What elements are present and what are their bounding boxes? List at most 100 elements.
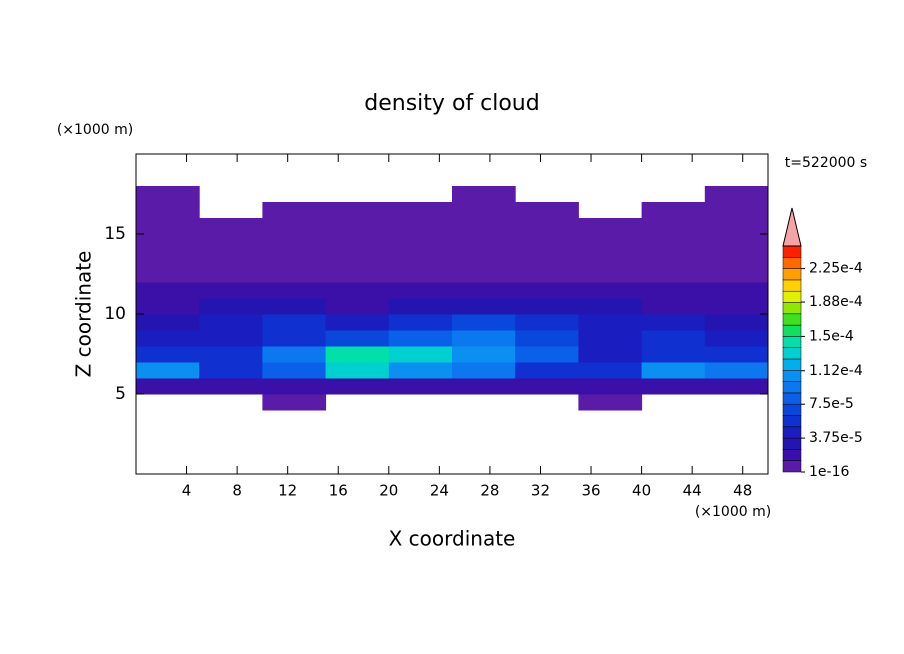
cell bbox=[262, 266, 327, 283]
cell bbox=[578, 314, 643, 331]
colorbar-box bbox=[782, 257, 802, 269]
colorbar-box bbox=[782, 313, 802, 326]
cell bbox=[199, 250, 263, 267]
cell bbox=[388, 218, 453, 235]
cell bbox=[641, 266, 706, 283]
cell bbox=[388, 266, 453, 283]
cell bbox=[199, 314, 263, 331]
x-tick-label: 16 bbox=[329, 482, 348, 500]
y-axis-label: Z coordinate bbox=[72, 251, 96, 378]
cell bbox=[515, 234, 579, 251]
colorbar-box bbox=[782, 336, 802, 348]
colorbar-box bbox=[782, 415, 802, 428]
cell bbox=[452, 250, 516, 267]
cell bbox=[452, 234, 516, 251]
cell bbox=[262, 362, 327, 379]
x-tick-label: 32 bbox=[531, 482, 550, 500]
cell bbox=[704, 362, 769, 379]
colorbar-box bbox=[782, 358, 802, 371]
cell bbox=[452, 346, 516, 363]
colorbar-label: 7.5e-5 bbox=[809, 396, 854, 412]
cell bbox=[641, 314, 706, 331]
colorbar-box bbox=[782, 370, 802, 382]
cell bbox=[388, 202, 453, 219]
x-tick-label: 20 bbox=[379, 482, 398, 500]
x-tick-label: 28 bbox=[480, 482, 499, 500]
cell bbox=[199, 234, 263, 251]
colorbar-label: 1.12e-4 bbox=[809, 363, 863, 379]
cell bbox=[704, 218, 769, 235]
x-axis-label: X coordinate bbox=[389, 527, 516, 551]
cell bbox=[136, 330, 200, 347]
colorbar-box bbox=[782, 245, 802, 258]
cell bbox=[136, 234, 200, 251]
cell bbox=[704, 346, 769, 363]
cell bbox=[262, 394, 327, 411]
cell bbox=[641, 378, 706, 395]
cell bbox=[641, 330, 706, 347]
cell bbox=[704, 234, 769, 251]
cell bbox=[452, 186, 516, 203]
cell bbox=[515, 362, 579, 379]
cell bbox=[136, 362, 200, 379]
cell bbox=[325, 250, 390, 267]
cell bbox=[388, 250, 453, 267]
cell bbox=[704, 378, 769, 395]
cell bbox=[136, 282, 200, 299]
x-tick-label: 4 bbox=[182, 482, 192, 500]
cell bbox=[262, 346, 327, 363]
cell bbox=[452, 218, 516, 235]
cell bbox=[578, 282, 643, 299]
cell bbox=[578, 250, 643, 267]
cell bbox=[199, 218, 263, 235]
cell bbox=[578, 394, 643, 411]
cell bbox=[641, 202, 706, 219]
cell bbox=[388, 362, 453, 379]
cell bbox=[388, 298, 453, 315]
cell bbox=[262, 378, 327, 395]
cell bbox=[704, 298, 769, 315]
cell bbox=[262, 314, 327, 331]
cell bbox=[641, 250, 706, 267]
cell bbox=[262, 282, 327, 299]
cell bbox=[325, 346, 390, 363]
cell bbox=[136, 378, 200, 395]
x-tick-label: 36 bbox=[581, 482, 600, 500]
x-tick-label: 8 bbox=[232, 482, 242, 500]
cell bbox=[704, 282, 769, 299]
cell bbox=[704, 202, 769, 219]
colorbar-box bbox=[782, 437, 802, 450]
cell bbox=[641, 218, 706, 235]
cell bbox=[515, 250, 579, 267]
cell bbox=[388, 330, 453, 347]
cell bbox=[515, 218, 579, 235]
colorbar-box bbox=[782, 381, 802, 394]
colorbar-box bbox=[782, 302, 802, 315]
cell bbox=[704, 266, 769, 283]
x-tick-label: 44 bbox=[683, 482, 702, 500]
time-annotation: t=522000 s bbox=[785, 155, 867, 171]
cell bbox=[136, 218, 200, 235]
cell bbox=[452, 298, 516, 315]
x-unit: (×1000 m) bbox=[695, 504, 771, 520]
cell bbox=[262, 250, 327, 267]
cell bbox=[704, 314, 769, 331]
cell bbox=[388, 282, 453, 299]
cell bbox=[388, 346, 453, 363]
chart-title: density of cloud bbox=[364, 91, 539, 116]
cell bbox=[578, 266, 643, 283]
cell bbox=[199, 378, 263, 395]
cell bbox=[388, 234, 453, 251]
cell bbox=[325, 282, 390, 299]
cell bbox=[578, 346, 643, 363]
cell bbox=[515, 298, 579, 315]
cell bbox=[262, 202, 327, 219]
cell bbox=[452, 266, 516, 283]
colorbar-box bbox=[782, 426, 802, 439]
cell bbox=[452, 282, 516, 299]
colorbar-over bbox=[782, 207, 802, 247]
cell bbox=[388, 378, 453, 395]
cell bbox=[515, 314, 579, 331]
cell bbox=[704, 186, 769, 203]
